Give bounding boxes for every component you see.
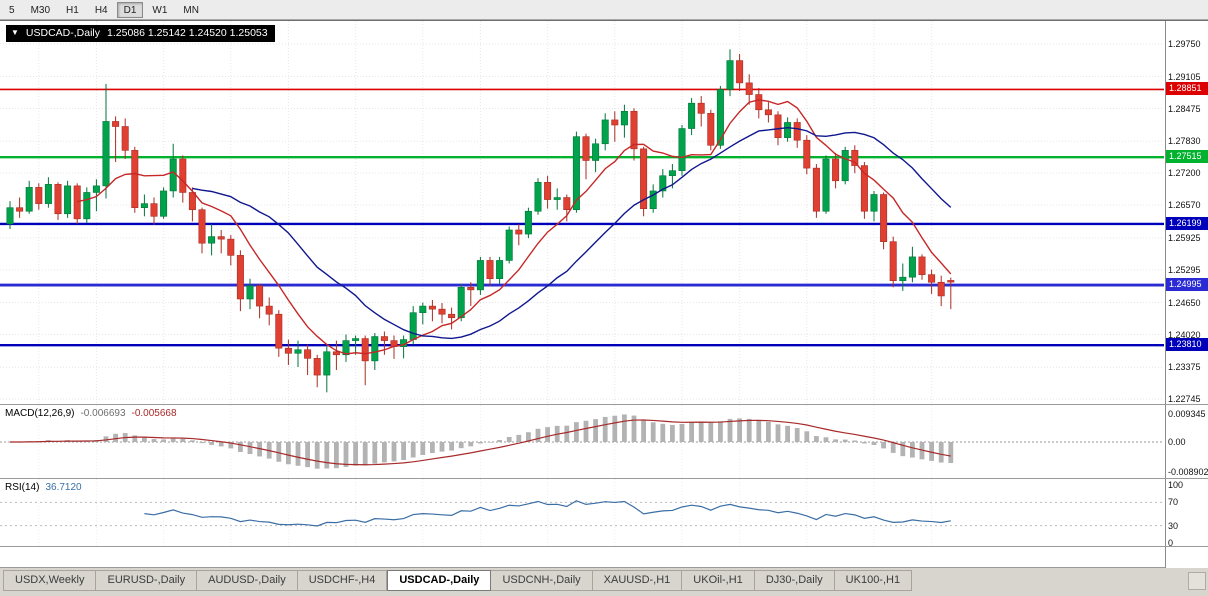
timeframe-button-h4[interactable]: H4 [88, 2, 115, 18]
tab-usdx-weekly[interactable]: USDX,Weekly [3, 570, 97, 591]
tab-ukoil-h1[interactable]: UKOil-,H1 [682, 570, 755, 591]
macd-axis-top-label: 0.009345 [1168, 409, 1206, 419]
price-tick-label: 1.25925 [1168, 232, 1201, 243]
macd-axis-zero-label: 0.00 [1168, 437, 1186, 447]
time-axis[interactable]: 9 Sep 202119 Sep 202128 Sep 20217 Oct 20… [0, 547, 1165, 568]
tab-audusd-daily[interactable]: AUDUSD-,Daily [197, 570, 298, 591]
rsi-value: 36.7120 [45, 482, 82, 493]
price-tick-label: 1.24020 [1168, 329, 1201, 340]
level-price-box: 1.24995 [1166, 278, 1208, 292]
level-price-box: 1.26199 [1166, 216, 1208, 230]
pane-separator [0, 404, 1208, 405]
price-tick-label: 1.22745 [1168, 394, 1201, 405]
tab-eurusd-daily[interactable]: EURUSD-,Daily [96, 570, 198, 591]
level-price-box: 1.23810 [1166, 338, 1208, 352]
rsi-indicator-canvas[interactable] [0, 479, 1164, 546]
timeframe-button-h1[interactable]: H1 [59, 2, 86, 18]
price-tick-label: 1.26570 [1168, 200, 1201, 211]
macd-axis-bottom-label: -0.008902 [1168, 467, 1208, 477]
collapse-triangle-icon: ▼ [11, 28, 19, 37]
macd-signal-value: -0.005668 [131, 408, 177, 419]
symbol-title-bar: ▼ USDCAD-,Daily 1.25086 1.25142 1.24520 … [6, 25, 275, 42]
price-tick-label: 1.23375 [1168, 362, 1201, 373]
rsi-axis-label: 30 [1168, 520, 1179, 531]
rsi-label: RSI(14) [5, 482, 40, 493]
macd-label: MACD(12,26,9) [5, 408, 75, 419]
rsi-axis-label: 100 [1168, 480, 1184, 490]
tab-usdchf-h4[interactable]: USDCHF-,H4 [297, 570, 388, 591]
rsi-title: RSI(14) 36.7120 [5, 482, 82, 493]
timeframe-button-d1[interactable]: D1 [116, 1, 144, 18]
price-tick-label: 1.25295 [1168, 264, 1201, 275]
macd-title: MACD(12,26,9) -0.006693 -0.005668 [5, 408, 177, 419]
timeframe-button-mn[interactable]: MN [176, 2, 206, 18]
tab-usdcnh-daily[interactable]: USDCNH-,Daily [491, 570, 593, 591]
chart-tab-bar: USDX,Weekly EURUSD-,Daily AUDUSD-,Daily … [0, 567, 1208, 596]
chart-area[interactable]: 9 Sep 202119 Sep 202128 Sep 20217 Oct 20… [0, 20, 1208, 568]
rsi-axis-label: 0 [1168, 538, 1174, 548]
timeframe-button-m5[interactable]: 5 [2, 2, 22, 18]
price-tick-label: 1.29750 [1168, 38, 1201, 49]
price-tick-label: 1.27200 [1168, 168, 1201, 179]
price-axis[interactable] [1165, 21, 1208, 568]
tab-uk100-h1[interactable]: UK100-,H1 [834, 570, 913, 591]
price-tick-label: 1.29105 [1168, 71, 1201, 82]
timeframe-toolbar: 5 M30 H1 H4 D1 W1 MN [0, 0, 1208, 20]
price-tick-label: 1.27830 [1168, 136, 1201, 147]
timeframe-button-m30[interactable]: M30 [24, 2, 57, 18]
resize-grip[interactable] [1188, 572, 1206, 590]
symbol-period-label: USDCAD-,Daily [25, 27, 101, 39]
level-price-box: 1.27515 [1166, 150, 1208, 164]
tab-usdcad-daily[interactable]: USDCAD-,Daily [387, 570, 492, 591]
macd-indicator-canvas[interactable] [0, 405, 1164, 478]
level-price-box: 1.28851 [1166, 82, 1208, 96]
rsi-axis-label: 70 [1168, 497, 1179, 508]
main-chart-canvas[interactable] [0, 21, 1164, 404]
tab-dj30-daily[interactable]: DJ30-,Daily [754, 570, 835, 591]
price-tick-label: 1.28475 [1168, 103, 1201, 114]
timeframe-button-w1[interactable]: W1 [145, 2, 174, 18]
ohlc-values: 1.25086 1.25142 1.24520 1.25053 [107, 27, 268, 39]
pane-separator [0, 478, 1208, 479]
macd-main-value: -0.006693 [80, 408, 126, 419]
pane-separator [0, 546, 1208, 547]
price-tick-label: 1.24650 [1168, 297, 1201, 308]
tab-xauusd-h1[interactable]: XAUUSD-,H1 [592, 570, 683, 591]
